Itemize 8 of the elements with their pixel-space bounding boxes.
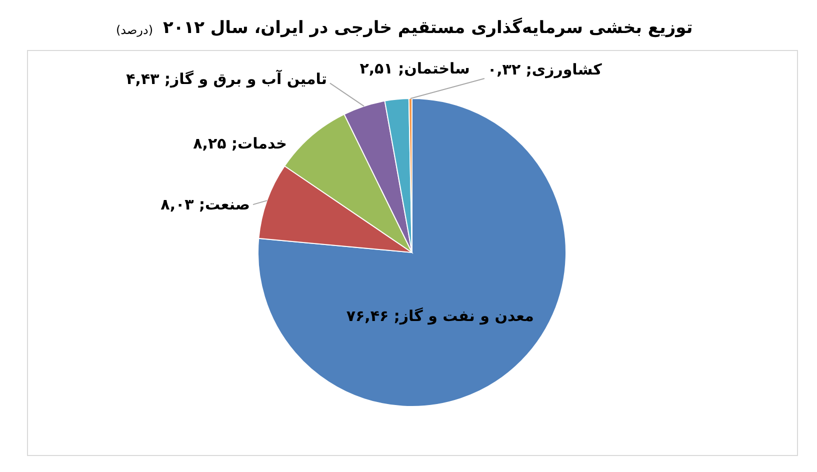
- slice-label: ساختمان; ۲,۵۱: [360, 59, 470, 78]
- slice-label: خدمات; ۸,۲۵: [193, 134, 287, 152]
- slice-label: معدن و نفت و گاز; ۷۶,۴۶: [346, 307, 534, 326]
- chart-title: توزیع بخشی سرمایه‌گذاری مستقیم خارجی در ایران، سال ۲۰۱۲: [163, 17, 693, 38]
- slice-label: صنعت; ۸,۰۳: [160, 196, 250, 214]
- slice-label: تامین آب و برق و گاز; ۴,۴۳: [126, 69, 327, 88]
- chart-subtitle: (درصد): [116, 23, 153, 37]
- slice-label: کشاورزی; ۰,۳۲: [487, 60, 602, 79]
